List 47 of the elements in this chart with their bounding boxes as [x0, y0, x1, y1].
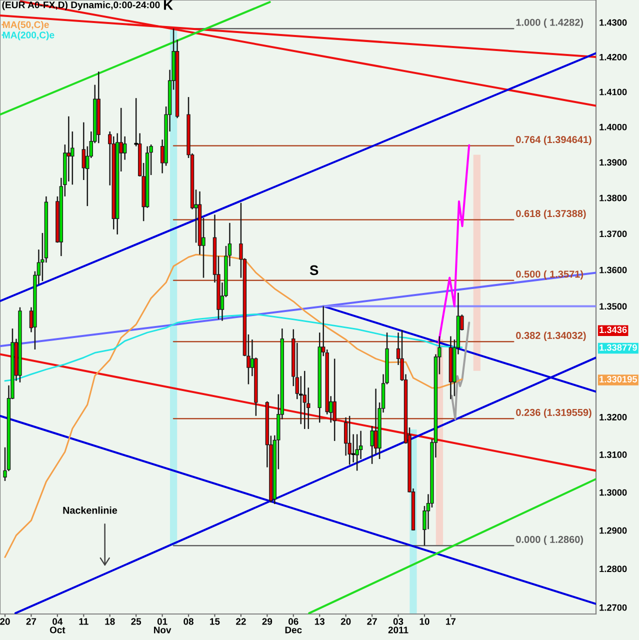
x-tick-label: 20	[0, 618, 10, 625]
y-tick-label: 1.3900	[600, 159, 627, 166]
x-tick-label: 27	[26, 618, 36, 625]
data-label: 0.236 (1.319559)	[516, 408, 592, 418]
annotation: Nackenlinie	[63, 506, 118, 514]
y-tick-label: 1.3700	[600, 230, 627, 238]
legend-label: MA(200,C)e	[3, 31, 54, 40]
y-tick-label: 1.4200	[600, 54, 627, 60]
data-label: 0.000 ( 1.2860)	[516, 536, 584, 545]
y-tick-label: 1.3800	[600, 194, 627, 202]
y-tick-label: 1.4000	[600, 124, 627, 130]
data-label: 1.000 ( 1.4282)	[516, 18, 584, 28]
y-tick-label: 1.3600	[600, 266, 627, 274]
y-tick-label: 1.2900	[600, 527, 627, 534]
x-tick-label: 25	[131, 618, 142, 625]
annotation: S	[310, 265, 318, 276]
y-tick-label: 1.3436	[600, 326, 627, 334]
data-label: 0.764 (1.394641)	[516, 136, 592, 146]
x-tick-label: 08	[184, 618, 194, 625]
x-tick-label: 18	[105, 618, 115, 625]
x-tick-label: 03 2011	[388, 618, 408, 634]
y-tick-label: 1.4300	[600, 19, 627, 26]
y-tick-label: 1.330195	[600, 376, 638, 382]
data-label: 0.618 (1.37388)	[516, 210, 586, 220]
x-tick-label: 20	[340, 618, 351, 625]
x-tick-label: 10	[420, 618, 430, 625]
x-tick-label: 11	[79, 618, 88, 625]
x-tick-label: 17	[446, 618, 456, 625]
y-tick-label: 1.338779	[600, 344, 637, 351]
x-tick-label: 15	[210, 618, 220, 625]
x-tick-label: 01 Nov	[154, 618, 172, 634]
annotation: K	[164, 0, 173, 10]
x-tick-label: 22	[236, 618, 246, 625]
x-tick-label: 04 Oct	[50, 618, 66, 634]
y-tick-label: 1.3500	[600, 303, 627, 310]
y-tick-label: 1.3200	[600, 414, 627, 420]
y-tick-label: 1.2800	[600, 566, 627, 572]
x-tick-label: 13	[314, 618, 325, 625]
x-tick-label: 27	[367, 618, 377, 625]
legend-label: MA(50,C)e	[3, 21, 49, 30]
x-tick-label: 29	[262, 618, 272, 625]
y-tick-label: 1.2700	[600, 604, 627, 611]
y-tick-label: 1.3000	[600, 489, 627, 496]
x-tick-label: 06 Dec	[285, 618, 302, 634]
y-tick-label: 1.3100	[600, 451, 627, 458]
data-label: 0.382 (1.34032)	[516, 332, 586, 341]
y-tick-label: 1.4100	[600, 88, 627, 96]
